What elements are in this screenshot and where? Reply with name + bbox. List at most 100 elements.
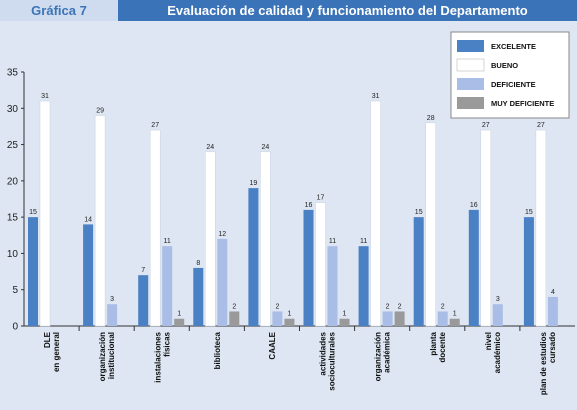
y-tick-label: 5 [12, 285, 18, 296]
bar-bueno [39, 100, 51, 327]
bar-muy-deficiente [339, 318, 350, 326]
data-label: 24 [206, 144, 214, 151]
data-label: 2 [232, 303, 236, 310]
category-label: CAALE [268, 331, 277, 359]
category-label-line: académico [493, 332, 502, 373]
y-tick-label: 10 [7, 249, 19, 260]
bar-excelente [193, 267, 204, 326]
category-label-line: socioculturales [328, 331, 337, 390]
bar-muy-deficiente [449, 318, 460, 326]
data-label: 15 [29, 209, 37, 216]
category-label: instalaciones físicas [153, 331, 171, 382]
data-label: 16 [305, 202, 313, 209]
bar-deficiente [217, 238, 228, 326]
data-label: 27 [482, 122, 490, 129]
figure-title: Evaluación de calidad y funcionamiento d… [118, 0, 577, 21]
data-label: 11 [329, 238, 336, 245]
bar-excelente [303, 209, 314, 326]
bar-muy-deficiente [394, 311, 405, 326]
category-label: planta docente [429, 331, 447, 362]
category-label: nivel académico [484, 332, 502, 373]
data-label: 16 [470, 202, 478, 209]
data-label: 2 [275, 303, 279, 310]
data-label: 27 [151, 122, 159, 129]
data-label: 11 [360, 238, 367, 245]
bar-bueno [315, 202, 326, 327]
data-label: 1 [287, 311, 291, 318]
data-label: 14 [84, 216, 92, 223]
bar-bueno [425, 122, 436, 327]
legend-swatch [457, 97, 484, 109]
legend-swatch [457, 78, 484, 90]
legend-entry: BUENO [491, 61, 518, 70]
bar-excelente [468, 209, 479, 326]
bar-deficiente [162, 246, 173, 326]
data-label: 15 [525, 209, 533, 216]
category-label-line: plan de estudios [539, 331, 548, 395]
category-label-line: planta [429, 331, 438, 355]
category-label: DLE en general [43, 331, 61, 372]
data-label: 29 [96, 108, 104, 115]
chart-bars [28, 100, 558, 327]
data-label: 17 [317, 195, 325, 202]
bar-deficiente [327, 246, 338, 326]
category-label-line: biblioteca [213, 331, 222, 369]
bar-excelente [523, 217, 534, 326]
bar-excelente [138, 275, 149, 326]
legend-swatch [456, 58, 485, 72]
chart-legend: EXCELENTE BUENO DEFICIENTE MUY DEFICIENTE [450, 31, 570, 119]
y-tick-label: 0 [12, 322, 18, 333]
category-label-line: actividades [319, 331, 328, 375]
data-label: 3 [110, 296, 114, 303]
bar-muy-deficiente [174, 318, 185, 326]
bar-excelente [358, 246, 369, 326]
category-label-line: organización [98, 332, 107, 381]
data-label: 19 [250, 180, 258, 187]
y-tick-label: 35 [7, 68, 19, 79]
bar-bueno [260, 151, 271, 327]
data-label: 15 [415, 209, 423, 216]
category-label-line: docente [438, 331, 447, 362]
bar-bueno [535, 129, 547, 327]
data-label: 3 [496, 296, 500, 303]
bar-deficiente [437, 311, 448, 326]
data-label: 12 [218, 231, 226, 238]
legend-entry: MUY DEFICIENTE [491, 99, 554, 108]
data-label: 28 [427, 115, 435, 122]
data-label: 7 [141, 267, 145, 274]
category-label: actividades socioculturales [319, 331, 337, 390]
data-label: 31 [372, 93, 380, 100]
data-label: 2 [441, 303, 445, 310]
data-label: 24 [262, 144, 270, 151]
category-label-line: organización [374, 332, 383, 381]
bar-muy-deficiente [284, 318, 295, 326]
category-label: plan de estudios cursado [539, 331, 557, 395]
y-tick-label: 25 [7, 140, 19, 151]
bar-bueno [149, 129, 161, 327]
data-label: 8 [196, 260, 200, 267]
bar-excelente [248, 188, 259, 326]
data-label: 1 [453, 311, 457, 318]
bar-deficiente [107, 304, 118, 326]
bar-deficiente [382, 311, 393, 326]
bar-deficiente [547, 296, 558, 326]
y-tick-label: 20 [7, 176, 19, 187]
category-label: organización institucional [98, 332, 116, 381]
legend-entry: DEFICIENTE [491, 80, 536, 89]
category-label: biblioteca [213, 331, 222, 369]
data-label: 2 [386, 303, 390, 310]
bar-bueno [480, 129, 492, 327]
data-label: 11 [164, 238, 171, 245]
bar-bueno [205, 151, 216, 327]
category-label-line: físicas [162, 331, 171, 356]
category-label-line: CAALE [268, 331, 277, 359]
bar-deficiente [492, 304, 503, 326]
legend-entry: EXCELENTE [491, 42, 536, 51]
data-label: 31 [41, 93, 49, 100]
bar-bueno [370, 100, 381, 327]
bar-excelente [28, 217, 38, 326]
figure-number: Gráfica 7 [0, 0, 118, 21]
